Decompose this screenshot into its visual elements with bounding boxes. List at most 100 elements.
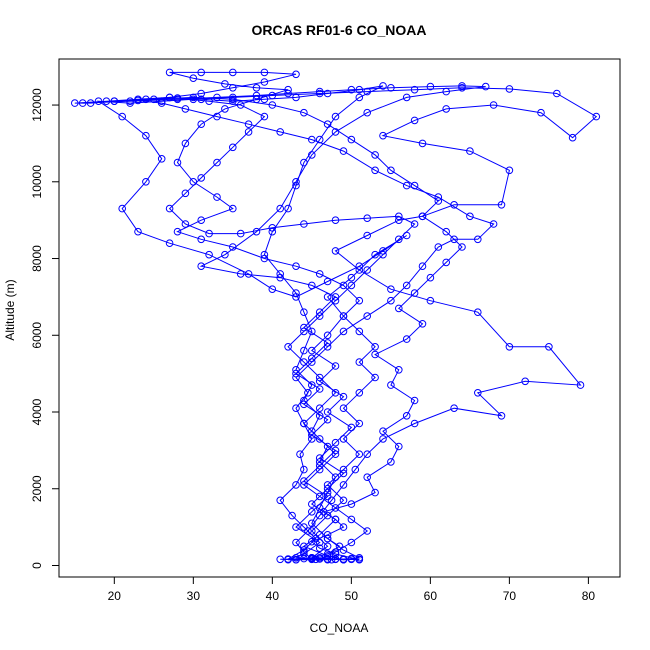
data-point <box>418 139 427 148</box>
data-point <box>300 419 308 428</box>
data-point <box>323 415 332 424</box>
data-point <box>165 93 174 102</box>
data-point <box>244 128 253 136</box>
x-tick-label: 60 <box>424 589 438 603</box>
data-point <box>315 465 324 474</box>
data-point <box>315 89 324 98</box>
data-point <box>315 504 324 512</box>
data-point <box>86 99 95 107</box>
data-point <box>292 481 300 489</box>
data-point <box>221 250 229 259</box>
data-point <box>395 304 403 313</box>
data-point <box>379 427 387 436</box>
data-point <box>292 181 300 190</box>
data-point <box>339 523 348 531</box>
data-point <box>355 262 364 271</box>
data-point <box>466 147 474 155</box>
data-point <box>268 227 277 236</box>
data-point <box>347 500 356 508</box>
data-point <box>292 538 300 547</box>
data-point <box>134 95 142 104</box>
data-point <box>292 262 300 271</box>
data-point <box>229 68 237 77</box>
data-point <box>260 112 269 121</box>
data-point <box>474 308 482 317</box>
data-point <box>308 519 316 528</box>
data-point <box>418 212 427 221</box>
data-point <box>355 554 364 562</box>
data-point <box>308 135 316 144</box>
data-point <box>363 312 372 320</box>
data-point <box>339 481 348 489</box>
data-point <box>323 293 332 301</box>
x-tick-label: 50 <box>345 589 359 603</box>
data-point <box>395 442 403 451</box>
data-point <box>157 99 166 107</box>
data-point <box>331 128 340 136</box>
data-point <box>434 243 443 251</box>
data-point <box>505 343 514 351</box>
data-point <box>363 473 372 482</box>
data-point <box>323 89 332 98</box>
data-point <box>347 515 356 524</box>
data-point <box>355 93 364 102</box>
data-point <box>339 555 348 564</box>
data-point <box>402 412 411 420</box>
data-point <box>229 143 237 152</box>
data-point <box>592 112 601 121</box>
y-axis: 0 2000 4000 6000 8000 10000 12000 <box>30 88 59 569</box>
data-point <box>268 285 277 294</box>
data-point <box>387 296 395 305</box>
data-point <box>300 220 308 228</box>
data-point <box>489 101 498 109</box>
data-point <box>315 511 324 520</box>
data-point <box>236 101 245 109</box>
data-point <box>315 492 324 501</box>
data-point <box>189 74 198 82</box>
data-point <box>300 346 308 355</box>
data-point <box>418 262 427 271</box>
data-point <box>339 281 348 290</box>
data-point <box>315 270 324 278</box>
data-point <box>355 450 364 459</box>
data-point <box>387 166 395 175</box>
data-point <box>395 235 403 244</box>
data-point <box>300 554 308 563</box>
data-point <box>355 389 364 397</box>
data-point <box>276 204 285 213</box>
data-point <box>110 97 119 105</box>
y-tick-label: 10000 <box>30 165 44 199</box>
data-point <box>363 450 372 459</box>
data-point <box>331 112 340 121</box>
data-point <box>304 389 312 397</box>
data-point <box>315 404 324 413</box>
data-point <box>371 151 379 159</box>
data-point <box>371 350 379 359</box>
data-point <box>300 358 308 366</box>
data-point <box>197 120 205 128</box>
data-point <box>410 116 419 125</box>
data-point <box>426 296 435 305</box>
data-point <box>379 250 387 259</box>
data-point <box>300 481 308 489</box>
data-point <box>276 128 285 136</box>
data-point <box>181 220 190 228</box>
data-point <box>474 389 482 397</box>
data-point <box>315 555 324 563</box>
data-point <box>197 174 205 182</box>
data-point <box>331 450 340 459</box>
data-point <box>371 343 379 351</box>
data-point <box>331 362 340 370</box>
plot-area <box>71 68 601 564</box>
data-point <box>355 296 364 305</box>
data-point <box>371 166 379 175</box>
data-point <box>442 258 451 267</box>
data-point <box>323 442 332 451</box>
data-point <box>284 343 292 351</box>
chart-title: ORCAS RF01-6 CO_NOAA <box>251 22 426 38</box>
data-point <box>142 131 150 140</box>
data-point <box>300 523 308 531</box>
data-point <box>402 281 411 290</box>
data-point <box>339 312 348 320</box>
data-point <box>268 224 277 232</box>
